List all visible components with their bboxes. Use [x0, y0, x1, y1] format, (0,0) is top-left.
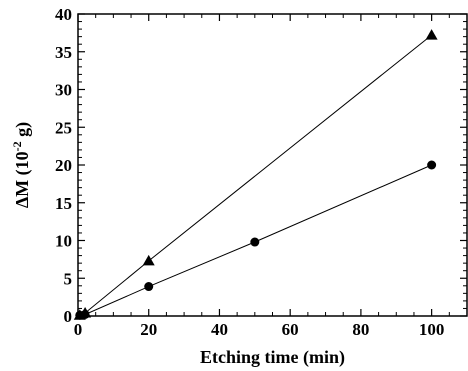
x-tick-label: 40: [211, 320, 228, 339]
x-tick-label: 80: [352, 320, 369, 339]
circle-marker: [144, 282, 154, 292]
x-tick-label: 100: [419, 320, 445, 339]
x-axis-title: Etching time (min): [200, 347, 345, 368]
series-lines: [79, 34, 432, 316]
y-tick-label: 30: [55, 81, 72, 100]
y-axis-title-exponent: -2: [10, 141, 24, 151]
y-tick-label: 10: [55, 232, 72, 251]
series-line-triangle: [79, 34, 432, 316]
x-tick-label: 60: [282, 320, 299, 339]
y-axis-title-unit: g): [12, 122, 33, 142]
y-tick-label: 35: [55, 43, 72, 62]
tick-labels: 0 5 10 15 20 25 30 35 40 0 20 40 60 80 100: [55, 5, 444, 339]
y-tick-label: 5: [64, 269, 73, 288]
triangle-marker: [142, 254, 155, 266]
circle-marker: [250, 237, 260, 247]
x-tick-label: 0: [74, 320, 83, 339]
y-tick-label: 0: [64, 307, 73, 326]
triangle-marker: [425, 29, 438, 40]
y-axis-title: ΔM (10-2 g): [10, 122, 33, 208]
y-tick-label: 40: [55, 5, 72, 24]
circle-marker: [427, 160, 437, 170]
data-markers: [73, 29, 438, 320]
y-tick-label: 25: [55, 118, 72, 137]
circle-marker: [80, 309, 90, 319]
y-tick-label: 15: [55, 194, 72, 213]
y-tick-label: 20: [55, 156, 72, 175]
y-axis-title-main: ΔM (10: [12, 151, 33, 208]
x-tick-label: 20: [140, 320, 157, 339]
